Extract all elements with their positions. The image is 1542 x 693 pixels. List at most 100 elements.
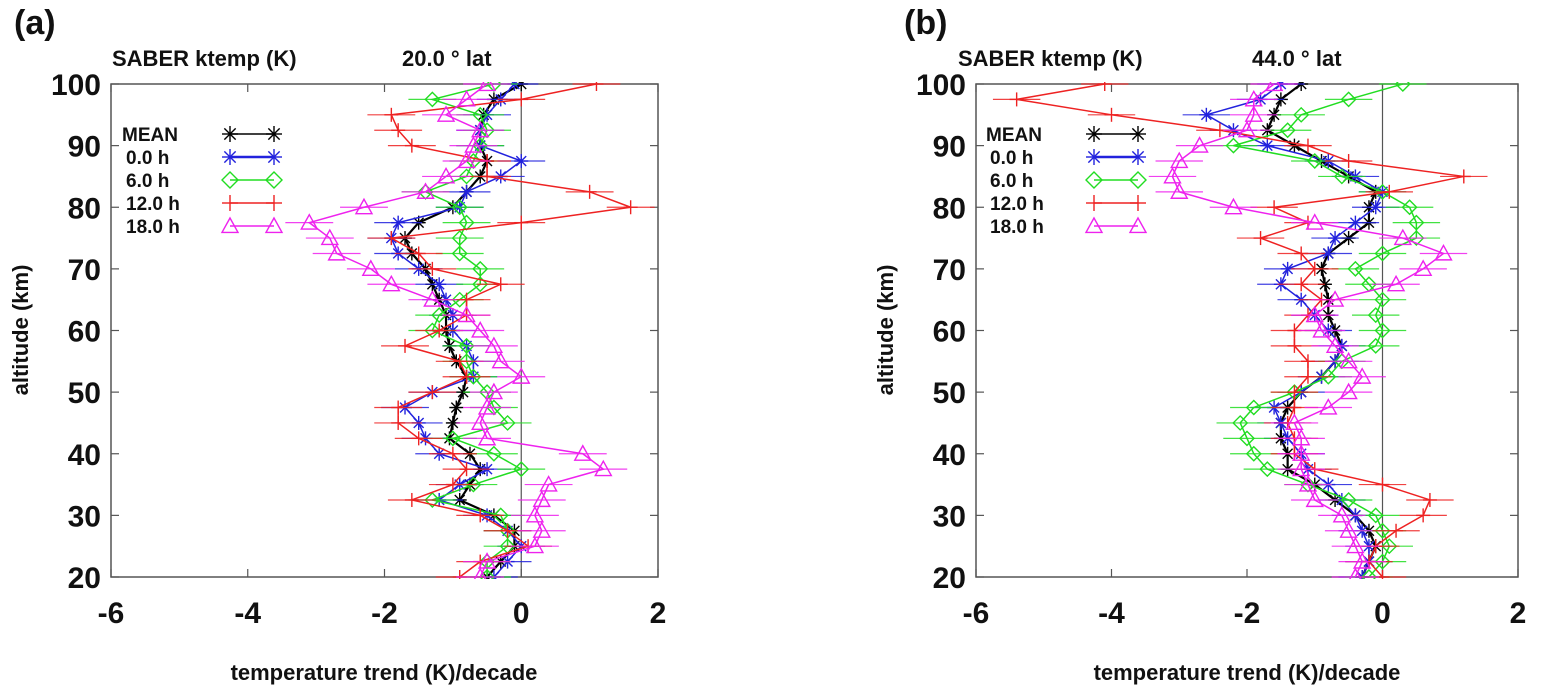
panel-a-data-point bbox=[457, 151, 476, 169]
panel-a-data-point bbox=[582, 184, 597, 199]
panel-a-data-point bbox=[480, 169, 495, 184]
panel-a-xlabel: temperature trend (K)/decade bbox=[231, 660, 538, 685]
panel-b-plot-frame bbox=[975, 83, 1519, 578]
panel-a-legend-marker bbox=[266, 195, 282, 211]
panel-b-data-point bbox=[1287, 400, 1302, 415]
panel-a-legend-marker bbox=[222, 126, 238, 142]
panel-a-data-point bbox=[451, 245, 468, 262]
panel-a-data-point bbox=[514, 215, 529, 230]
panel-a-data-point bbox=[320, 228, 339, 246]
panel-a-legend-marker bbox=[222, 195, 238, 211]
panel-a-data-point bbox=[424, 322, 441, 339]
panel-b-ytick-label: 50 bbox=[933, 377, 966, 410]
panel-a-data-point bbox=[432, 277, 447, 292]
panel-a-data-point bbox=[532, 521, 551, 538]
panel-b-title: SABER ktemp (K) bbox=[958, 46, 1143, 71]
panel-b-legend-label: 12.0 h bbox=[990, 194, 1044, 215]
panel-b-data-point bbox=[1104, 107, 1119, 122]
panel-b-ytick-label: 90 bbox=[933, 131, 966, 164]
panel-a-data-point bbox=[458, 353, 475, 370]
panel-b-legend-marker bbox=[1130, 126, 1146, 142]
panel-a-data-point bbox=[391, 400, 406, 415]
panel-b-subtitle: 44.0 ° lat bbox=[1252, 46, 1342, 71]
panel-a-data-point bbox=[514, 92, 529, 107]
panel-b-data-point bbox=[1232, 414, 1249, 431]
panel-b-data-point bbox=[1306, 153, 1323, 170]
panel-b-data-point bbox=[1374, 522, 1391, 539]
panel-a-data-point bbox=[573, 444, 592, 461]
panel-b-legend-marker bbox=[1129, 171, 1147, 189]
panel-b-ytick-label: 20 bbox=[933, 562, 966, 595]
panel-a-data-point bbox=[459, 184, 474, 199]
panel-a-xtick-label: 2 bbox=[650, 597, 667, 630]
panel-a-data-point bbox=[425, 261, 440, 276]
panel-b-series-12-0-h bbox=[992, 82, 1488, 579]
panel-b-xtick-label: 0 bbox=[1374, 597, 1391, 630]
panel-b-legend-label: 18.0 h bbox=[990, 217, 1044, 238]
panel-b-data-point bbox=[1340, 491, 1357, 508]
panel-b-data-point bbox=[1368, 200, 1383, 215]
panel-b-data-point bbox=[1408, 230, 1425, 247]
panel-a-xtick-label: -2 bbox=[371, 597, 398, 630]
panel-b-ytick-label: 100 bbox=[916, 69, 966, 102]
panel-a-data-point bbox=[491, 351, 510, 369]
panel-a-data-point bbox=[431, 307, 448, 324]
panel-a-data-point bbox=[404, 492, 419, 507]
panel-b-data-point bbox=[1352, 552, 1372, 569]
panel-a-series-18-0-h bbox=[285, 82, 628, 579]
panel-a-data-point bbox=[458, 337, 475, 354]
panel-b-series-18-0-h bbox=[1148, 82, 1468, 579]
panel-b-ytick-label: 30 bbox=[933, 500, 966, 533]
panel-b-data-point bbox=[1253, 231, 1268, 246]
panel-a-data-point bbox=[445, 477, 460, 492]
panel-a-subtitle: 20.0 ° lat bbox=[402, 46, 492, 71]
panel-b-data-point bbox=[1293, 106, 1310, 123]
panel-b-data-point bbox=[1292, 428, 1311, 446]
panel-b-data-point bbox=[1434, 244, 1453, 261]
panel-b-legend-marker bbox=[1085, 171, 1103, 189]
panel-a-data-point bbox=[525, 536, 545, 554]
panel-b-data-point bbox=[1328, 231, 1343, 246]
panel-b-data-point bbox=[1300, 354, 1315, 369]
panel-a-legend-marker bbox=[221, 171, 239, 189]
panel-b-data-point bbox=[1292, 444, 1311, 461]
panel-a-data-point bbox=[500, 523, 515, 538]
panel-b-data-point bbox=[1287, 385, 1302, 400]
panel-a-data-point bbox=[473, 508, 488, 523]
panel-b-ylabel: altitude (km) bbox=[873, 265, 898, 396]
panel-a-data-point bbox=[465, 476, 482, 493]
panel-a-data-point bbox=[471, 413, 490, 431]
panel-b-data-point bbox=[1389, 523, 1404, 538]
panel-b-ytick-label: 40 bbox=[933, 439, 966, 472]
panel-a-legend-label: MEAN bbox=[122, 125, 178, 146]
panel-a-legend-marker bbox=[266, 126, 282, 142]
panel-b-data-point bbox=[1163, 166, 1182, 184]
panel-a-data-point bbox=[404, 138, 419, 153]
panel-b-data-point bbox=[1009, 92, 1024, 107]
panel-a-data-point bbox=[484, 336, 504, 354]
panel-b-xtick-label: -6 bbox=[963, 597, 990, 630]
panel-b-data-point bbox=[1386, 274, 1406, 292]
panel-a-data-point bbox=[300, 213, 319, 230]
panel-a-data-point bbox=[459, 462, 474, 477]
panel-b-data-point bbox=[1245, 445, 1262, 462]
panel-a-legend-label: 6.0 h bbox=[126, 171, 169, 192]
panel-b-data-point bbox=[1320, 368, 1337, 385]
panel-b-data-point bbox=[1367, 307, 1384, 324]
panel-b-legend-marker bbox=[1086, 195, 1102, 211]
panel-a-ytick-label: 20 bbox=[68, 562, 101, 595]
panel-a-data-point bbox=[425, 385, 440, 400]
panel-b-data-point bbox=[1294, 277, 1309, 292]
panel-b-legend-label: MEAN bbox=[986, 125, 1042, 146]
panel-a-data-point bbox=[354, 197, 374, 215]
panel-a-data-point bbox=[382, 274, 401, 292]
panel-a-legend-label: 12.0 h bbox=[126, 194, 180, 215]
panel-b-data-point bbox=[1374, 553, 1391, 570]
panel-b-data-point bbox=[1340, 91, 1357, 108]
panel-b-series-area bbox=[992, 82, 1488, 579]
panel-a-data-point bbox=[327, 244, 346, 261]
panel-b-data-point bbox=[1224, 197, 1243, 215]
panel-a-data-point bbox=[451, 230, 468, 247]
panel-b-legend-marker bbox=[1130, 195, 1146, 211]
panel-a-data-point bbox=[457, 305, 476, 323]
